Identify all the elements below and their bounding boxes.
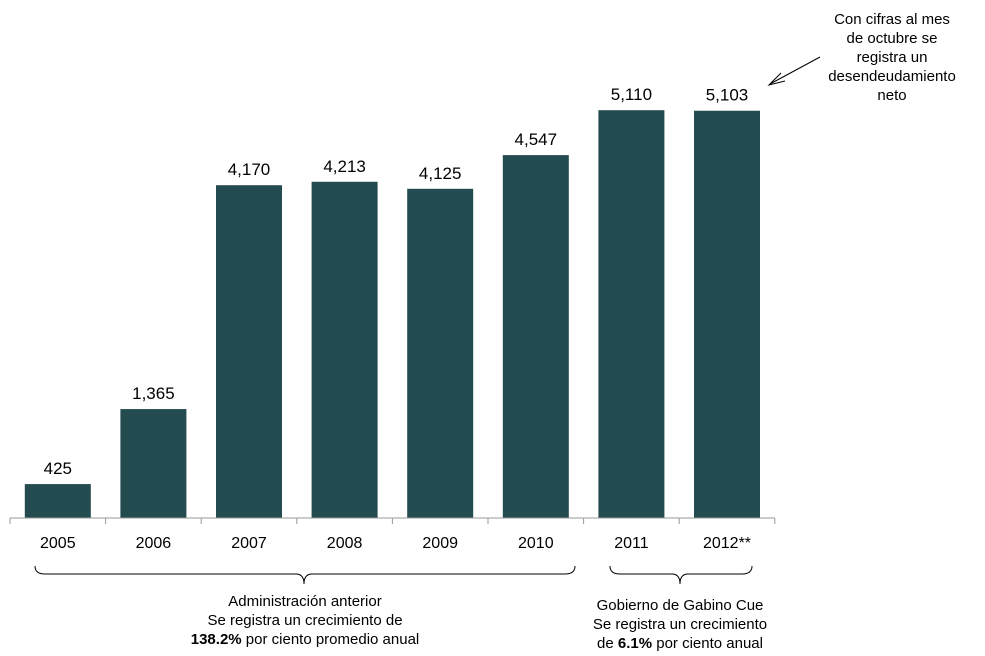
current-admin-growth-value: 6.1% <box>617 635 653 652</box>
bar-2007 <box>216 185 282 519</box>
current-admin-growth: de 6.1% por ciento anual <box>570 634 790 653</box>
bar-value-label: 4,125 <box>419 164 462 183</box>
x-tick-label: 2011 <box>614 535 649 552</box>
callout-arrowhead <box>767 72 786 86</box>
previous-admin-title: Administración anterior <box>228 593 382 610</box>
bar-value-label: 4,547 <box>515 130 558 149</box>
note-line: Con cifras al mes <box>834 11 950 28</box>
bar-value-label: 425 <box>44 459 72 478</box>
x-axis-labels-group: 2005 2006 2007 2008 2009 2010 2011 2012** <box>40 535 751 552</box>
current-admin-annotation: Gobierno de Gabino Cue Se registra un cr… <box>570 596 790 653</box>
current-admin-growth-prefix: de <box>597 635 618 652</box>
bar-2010 <box>502 155 569 518</box>
x-tick-label: 2005 <box>40 535 76 552</box>
note-callout: Con cifras al mes de octubre se registra… <box>812 10 972 105</box>
bar-2012 <box>694 110 760 519</box>
bars-group <box>24 110 760 519</box>
value-labels-group: 425 1,365 4,170 4,213 4,125 4,547 5,110 5,103 <box>44 85 749 478</box>
x-tick-label: 2007 <box>231 535 267 552</box>
current-admin-growth-text: por ciento anual <box>652 635 763 652</box>
current-admin-text: Se registra un crecimiento <box>592 616 768 633</box>
brace-previous-admin <box>34 565 576 585</box>
bar-2006 <box>120 409 187 518</box>
x-tick-label: 2012** <box>703 535 751 552</box>
x-tick-label: 2006 <box>136 535 172 552</box>
bar-2009 <box>407 188 474 518</box>
note-line: de octubre se <box>846 30 938 47</box>
previous-admin-growth-text: por ciento promedio anual <box>241 631 420 648</box>
note-line: desendeudamiento <box>828 68 956 85</box>
previous-admin-text: Se registra un crecimiento de <box>207 612 403 629</box>
brace-current-admin <box>609 565 753 585</box>
x-tick-label: 2009 <box>422 535 458 552</box>
previous-admin-growth-value: 138.2% <box>190 631 242 648</box>
bar-2008 <box>311 181 378 518</box>
bar-value-label: 5,110 <box>611 85 652 104</box>
callout-arrow <box>769 56 821 85</box>
x-tick-label: 2010 <box>518 535 554 552</box>
bar-value-label: 4,213 <box>323 157 366 176</box>
bar-value-label: 1,365 <box>132 384 175 403</box>
x-axis-ticks-group <box>9 518 776 524</box>
bar-2005 <box>24 484 91 518</box>
bar-value-label: 5,103 <box>706 86 749 105</box>
bar-2011 <box>598 110 665 519</box>
previous-admin-growth: 138.2% por ciento promedio anual <box>150 630 460 649</box>
previous-admin-annotation: Administración anterior Se registra un c… <box>150 592 460 649</box>
note-line: neto <box>877 87 907 104</box>
note-line: registra un <box>856 49 928 66</box>
current-admin-title: Gobierno de Gabino Cue <box>596 597 764 614</box>
bar-value-label: 4,170 <box>228 160 271 179</box>
x-tick-label: 2008 <box>327 535 363 552</box>
